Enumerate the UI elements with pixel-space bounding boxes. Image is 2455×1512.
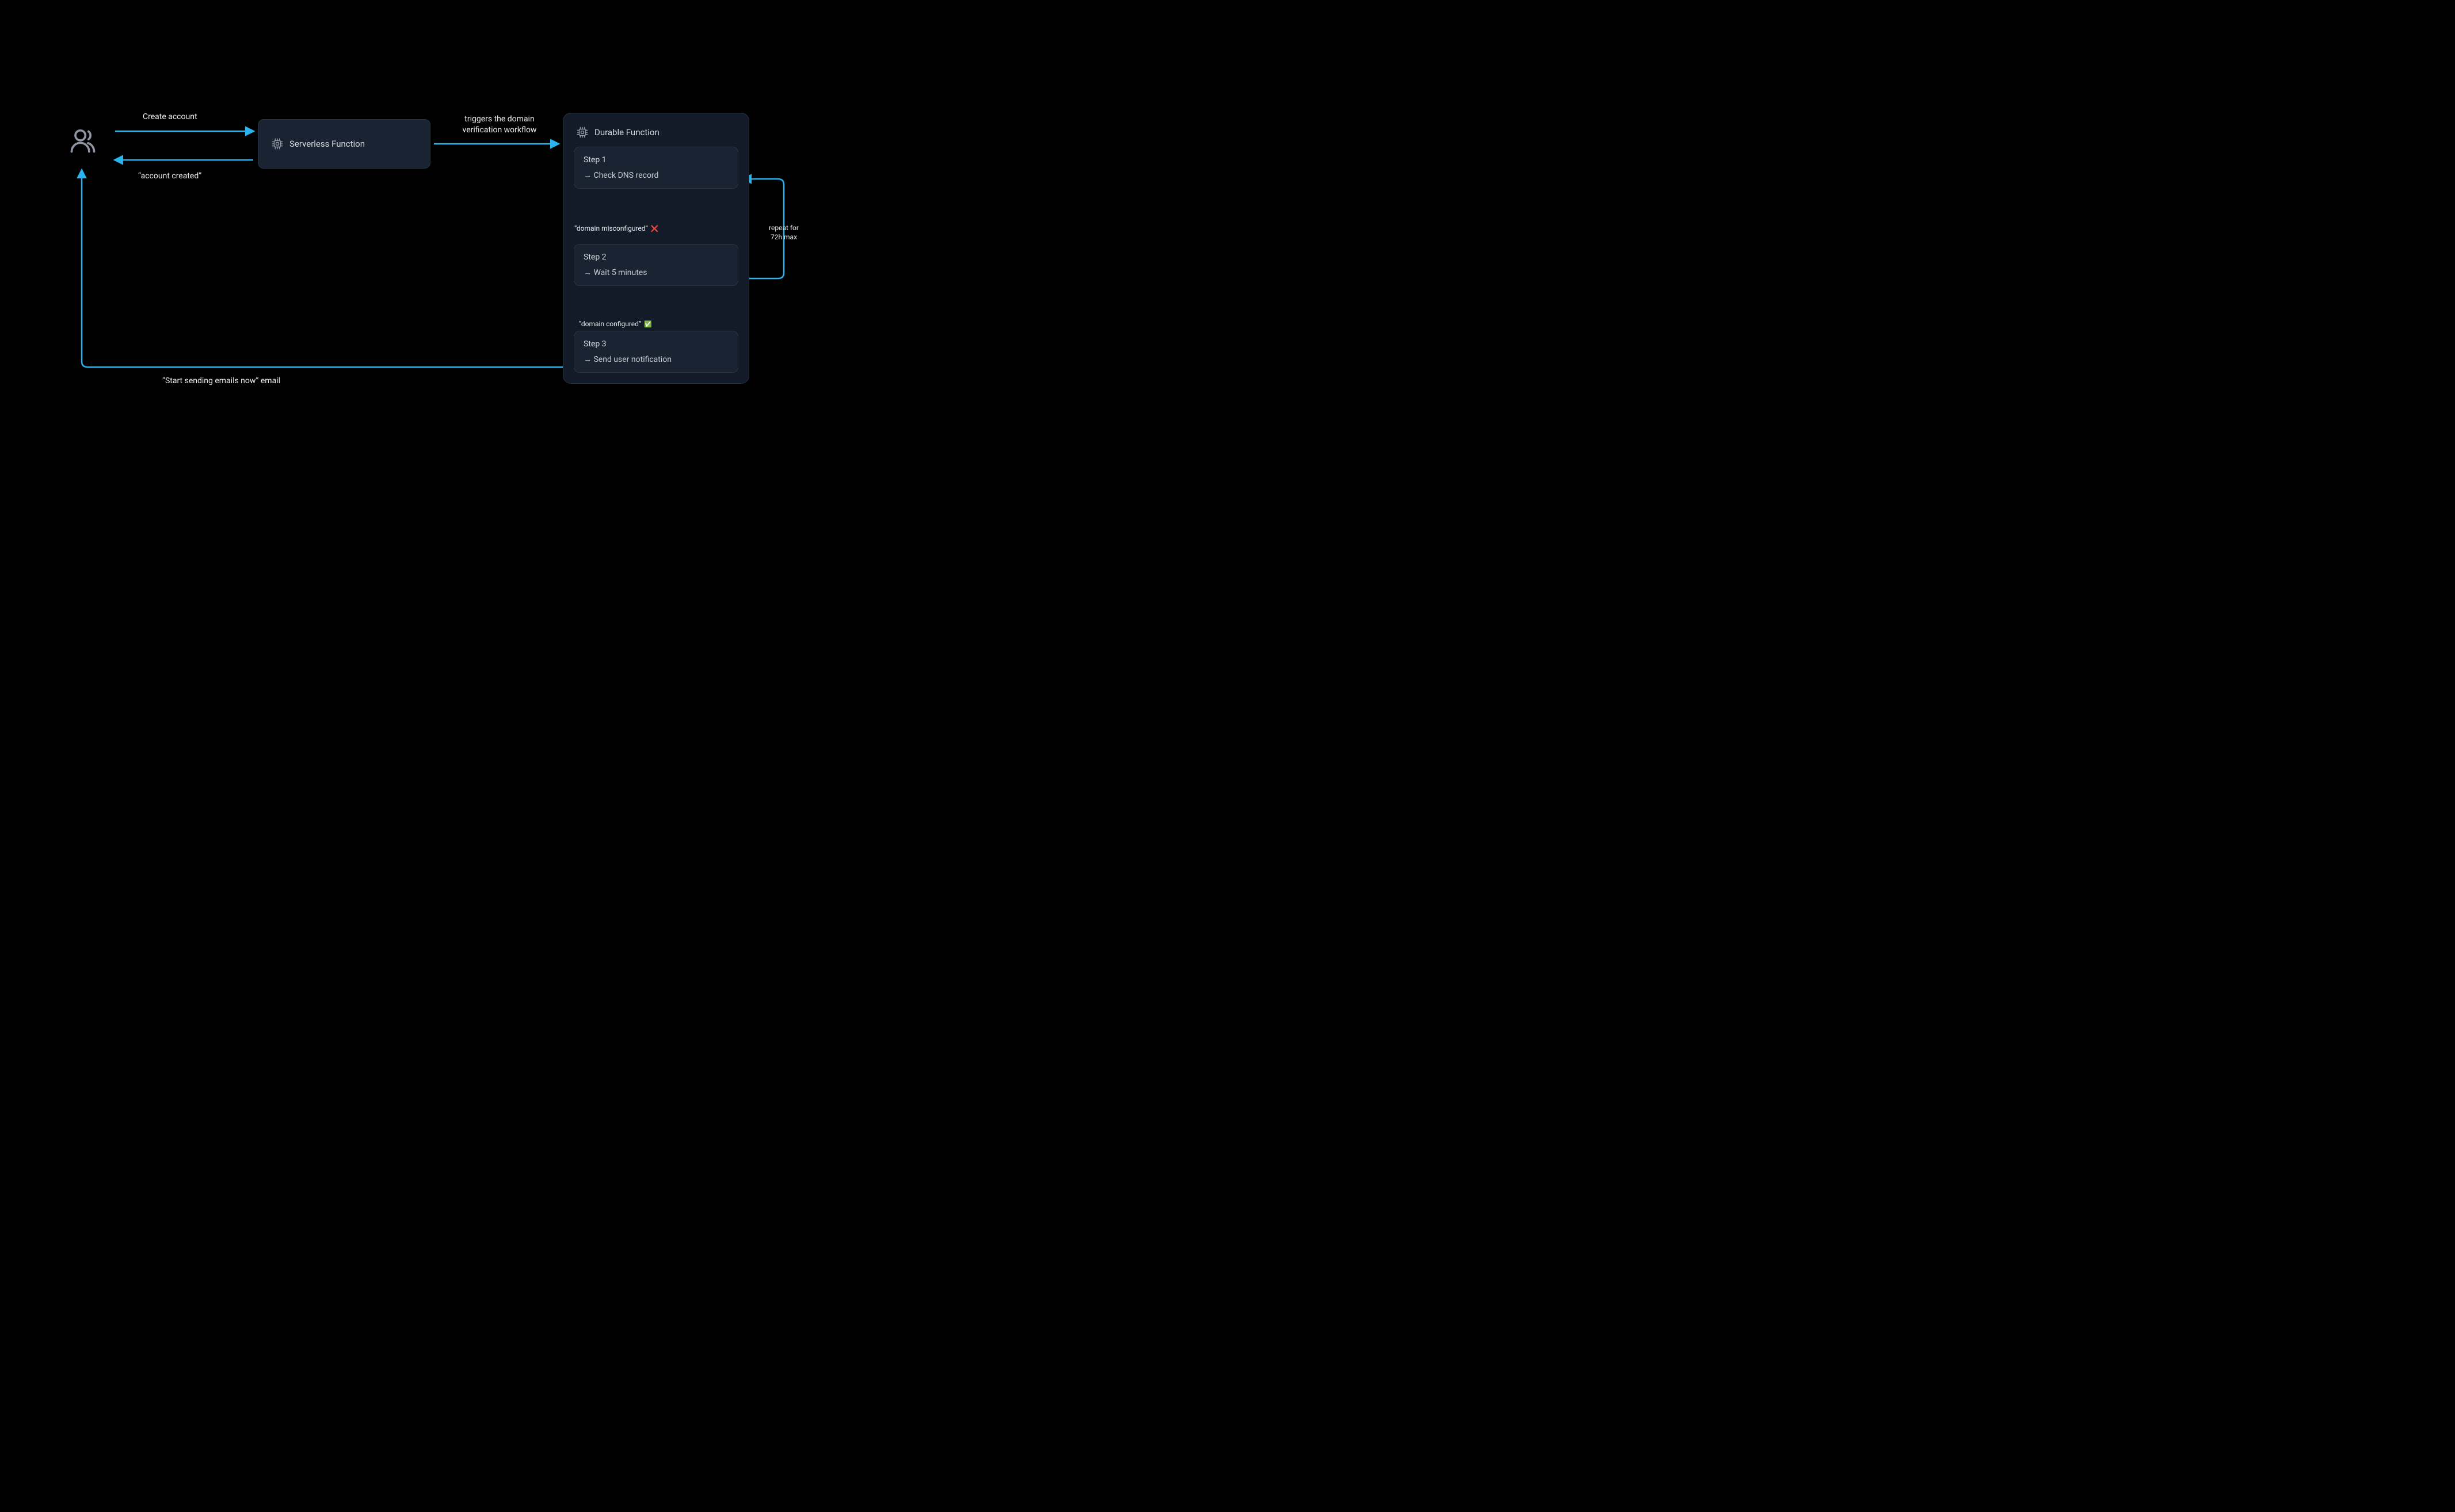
step-3-action: → Send user notification (584, 354, 729, 364)
account-created-label: “account created” (138, 171, 201, 181)
diagram-canvas: Serverless Function Durable Function Ste… (0, 0, 818, 504)
create-account-label: Create account (143, 112, 197, 121)
step-2: Step 2 → Wait 5 minutes (574, 244, 738, 286)
step-2-action: → Wait 5 minutes (584, 268, 729, 277)
chip-icon (576, 126, 589, 139)
durable-function-node: Durable Function Step 1 → Check DNS reco… (563, 113, 749, 384)
step-3: Step 3 → Send user notification (574, 331, 738, 373)
user-icon (68, 125, 98, 155)
fail-icon: ❌ (651, 225, 659, 232)
chip-icon (271, 138, 284, 150)
trigger-label: triggers the domain verification workflo… (453, 114, 546, 136)
ok-icon: ✅ (644, 320, 652, 328)
domain-configured-label: “domain configured” ✅ (579, 320, 652, 328)
email-back-label: “Start sending emails now” email (162, 376, 280, 385)
durable-function-label: Durable Function (594, 127, 660, 138)
step-1-title: Step 1 (584, 155, 729, 165)
repeat-label: repeat for 72h max (760, 223, 808, 242)
step-3-title: Step 3 (584, 339, 729, 349)
serverless-function-node: Serverless Function (258, 119, 430, 169)
domain-misconfigured-label: “domain misconfigured” ❌ (574, 224, 659, 232)
serverless-function-label: Serverless Function (289, 139, 365, 149)
step-1-action: → Check DNS record (584, 170, 729, 180)
step-1: Step 1 → Check DNS record (574, 147, 738, 189)
step-2-title: Step 2 (584, 253, 729, 262)
